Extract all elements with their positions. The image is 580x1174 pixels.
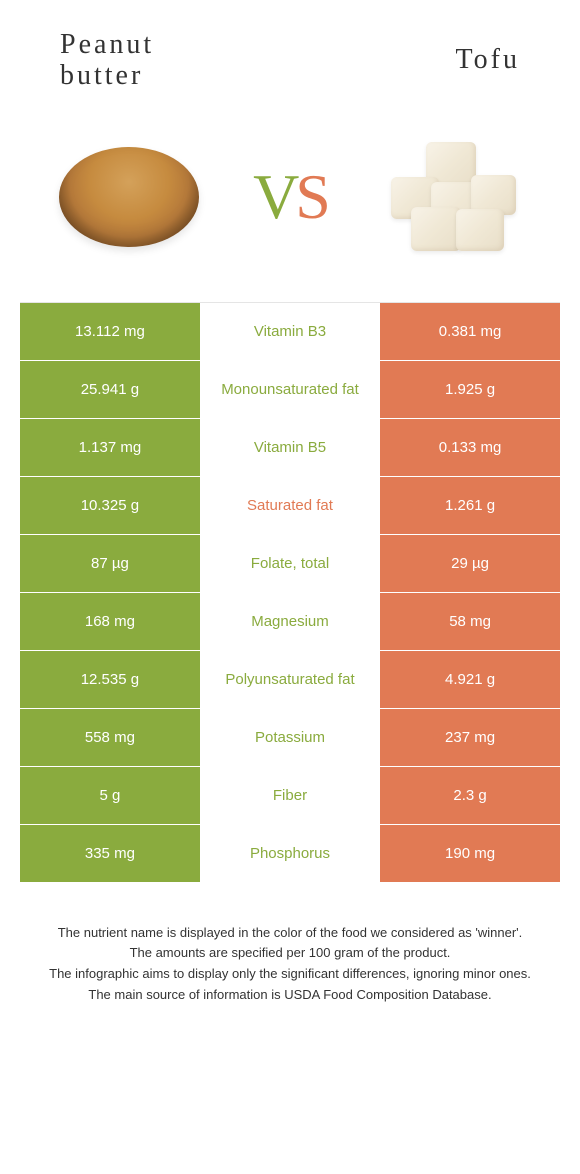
table-row: 5 gFiber2.3 g	[20, 767, 560, 825]
table-row: 168 mgMagnesium58 mg	[20, 593, 560, 651]
left-value: 1.137 mg	[20, 419, 200, 476]
left-value: 12.535 g	[20, 651, 200, 708]
table-row: 13.112 mgVitamin B30.381 mg	[20, 303, 560, 361]
nutrient-label: Phosphorus	[200, 825, 380, 882]
footer-notes: The nutrient name is displayed in the co…	[0, 883, 580, 1026]
nutrient-label: Monounsaturated fat	[200, 361, 380, 418]
left-food-image	[54, 132, 204, 262]
title-line: butter	[60, 61, 154, 92]
table-row: 558 mgPotassium237 mg	[20, 709, 560, 767]
vs-s-letter: S	[295, 161, 327, 232]
left-value: 168 mg	[20, 593, 200, 650]
nutrient-label: Saturated fat	[200, 477, 380, 534]
right-value: 2.3 g	[380, 767, 560, 824]
right-value: 237 mg	[380, 709, 560, 766]
vs-v-letter: V	[253, 161, 295, 232]
footer-line: The nutrient name is displayed in the co…	[30, 923, 550, 944]
nutrient-label: Vitamin B5	[200, 419, 380, 476]
table-row: 10.325 gSaturated fat1.261 g	[20, 477, 560, 535]
nutrient-label: Fiber	[200, 767, 380, 824]
table-row: 12.535 gPolyunsaturated fat4.921 g	[20, 651, 560, 709]
table-row: 25.941 gMonounsaturated fat1.925 g	[20, 361, 560, 419]
footer-line: The amounts are specified per 100 gram o…	[30, 943, 550, 964]
right-food-title: Tofu	[456, 30, 520, 92]
right-value: 4.921 g	[380, 651, 560, 708]
table-row: 87 µgFolate, total29 µg	[20, 535, 560, 593]
nutrient-label: Polyunsaturated fat	[200, 651, 380, 708]
peanut-butter-icon	[59, 147, 199, 247]
nutrient-label: Potassium	[200, 709, 380, 766]
right-value: 0.381 mg	[380, 303, 560, 360]
nutrient-table: 13.112 mgVitamin B30.381 mg25.941 gMonou…	[20, 302, 560, 883]
footer-line: The main source of information is USDA F…	[30, 985, 550, 1006]
right-value: 0.133 mg	[380, 419, 560, 476]
left-value: 10.325 g	[20, 477, 200, 534]
right-value: 29 µg	[380, 535, 560, 592]
tofu-icon	[376, 137, 526, 257]
left-value: 13.112 mg	[20, 303, 200, 360]
left-value: 335 mg	[20, 825, 200, 882]
left-value: 25.941 g	[20, 361, 200, 418]
left-value: 558 mg	[20, 709, 200, 766]
left-food-title: Peanut butter	[60, 30, 154, 92]
left-value: 5 g	[20, 767, 200, 824]
table-row: 1.137 mgVitamin B50.133 mg	[20, 419, 560, 477]
header: Peanut butter Tofu	[0, 0, 580, 102]
title-line: Peanut	[60, 30, 154, 61]
vs-label: VS	[253, 160, 327, 234]
table-row: 335 mgPhosphorus190 mg	[20, 825, 560, 883]
nutrient-label: Magnesium	[200, 593, 380, 650]
nutrient-label: Vitamin B3	[200, 303, 380, 360]
right-value: 190 mg	[380, 825, 560, 882]
right-value: 58 mg	[380, 593, 560, 650]
nutrient-label: Folate, total	[200, 535, 380, 592]
left-value: 87 µg	[20, 535, 200, 592]
right-value: 1.261 g	[380, 477, 560, 534]
right-food-image	[376, 132, 526, 262]
footer-line: The infographic aims to display only the…	[30, 964, 550, 985]
right-value: 1.925 g	[380, 361, 560, 418]
images-row: VS	[0, 102, 580, 302]
